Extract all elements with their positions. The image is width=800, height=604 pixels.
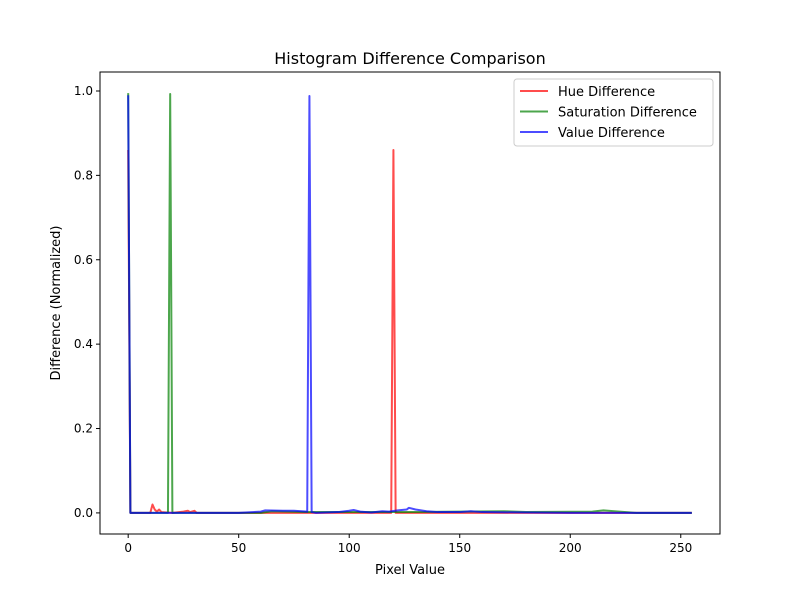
x-tick-label: 0: [124, 541, 132, 555]
x-tick-label: 150: [448, 541, 471, 555]
legend: Hue Difference Saturation Difference Value…: [513, 78, 714, 147]
x-tick-label: 200: [559, 541, 582, 555]
x-tick-label: 250: [669, 541, 692, 555]
x-axis-label: Pixel Value: [375, 563, 445, 578]
legend-label: Hue Difference: [558, 85, 655, 100]
legend-label: Value Difference: [558, 126, 665, 141]
x-tick-label: 50: [231, 541, 246, 555]
y-tick-label: 0.2: [74, 422, 93, 436]
y-axis-label: Difference (Normalized): [49, 225, 64, 380]
series-line-0: [127, 149, 692, 514]
y-tick-label: 0.0: [74, 506, 93, 520]
x-tick-label: 100: [338, 541, 361, 555]
axes-frame: [99, 71, 721, 535]
y-tick-label: 0.4: [74, 337, 93, 351]
legend-label: Saturation Difference: [558, 106, 697, 121]
legend-box: [513, 78, 714, 147]
series-line-1: [127, 92, 692, 514]
chart-title: Histogram Difference Comparison: [274, 49, 545, 68]
y-axis-ticks: 0.0 0.2 0.4 0.6 0.8 1.0: [74, 84, 100, 520]
y-tick-label: 0.8: [74, 168, 93, 182]
y-tick-label: 1.0: [74, 84, 93, 98]
plot-area: [127, 92, 692, 514]
x-axis-ticks: 0 50 100 150 200 250: [124, 534, 692, 555]
series-line-2: [127, 95, 692, 514]
y-tick-label: 0.6: [74, 253, 93, 267]
